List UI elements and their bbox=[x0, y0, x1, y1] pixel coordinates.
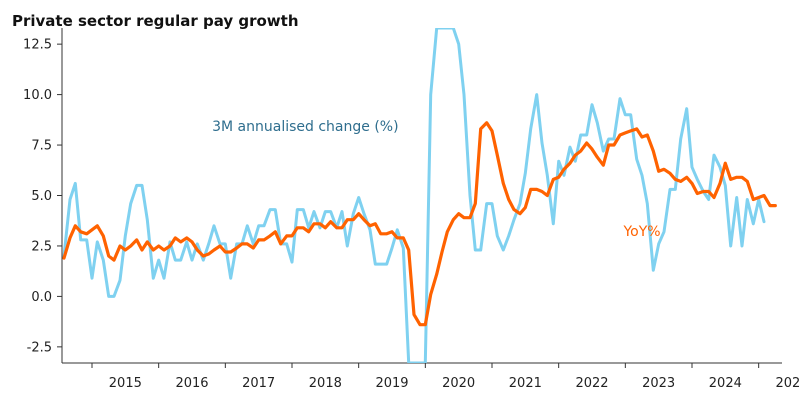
x-tick-label: 2018 bbox=[309, 376, 342, 391]
y-tick-label: 2.5 bbox=[31, 239, 52, 254]
x-tick-label: 2024 bbox=[709, 376, 742, 391]
annotations: 3M annualised change (%) YoY% bbox=[212, 119, 660, 240]
x-tick-label: 2020 bbox=[442, 376, 475, 391]
x-axis: 2015 2016 2017 2018 2019 2020 2021 2022 2023 2024… bbox=[62, 362, 800, 391]
x-tick-label: 2025 bbox=[775, 376, 800, 391]
series-line-yoy bbox=[62, 121, 777, 327]
y-tick-label: 5.0 bbox=[31, 189, 52, 204]
y-tick-label: 10.0 bbox=[23, 88, 52, 103]
x-tick-label: 2017 bbox=[242, 376, 275, 391]
series-line-3m-annualised bbox=[62, 28, 766, 363]
x-tick-label: 2023 bbox=[642, 376, 675, 391]
x-tick-label: 2021 bbox=[509, 376, 542, 391]
annotation-yoy: YoY% bbox=[622, 224, 660, 240]
annotation-3m-annualised: 3M annualised change (%) bbox=[212, 119, 398, 135]
x-tick-label: 2019 bbox=[375, 376, 408, 391]
x-tick-label: 2016 bbox=[175, 376, 208, 391]
y-tick-label: -2.5 bbox=[27, 340, 52, 355]
series-lines bbox=[62, 28, 777, 363]
x-tick-label: 2022 bbox=[575, 376, 608, 391]
y-tick-label: 0.0 bbox=[31, 290, 52, 305]
chart-title: Private sector regular pay growth bbox=[12, 12, 299, 30]
y-tick-label: 7.5 bbox=[31, 139, 52, 154]
y-tick-label: 12.5 bbox=[23, 38, 52, 53]
y-axis: -2.5 0.0 2.5 5.0 7.5 10.0 12.5 bbox=[23, 28, 63, 363]
x-tick-label: 2015 bbox=[109, 376, 142, 391]
